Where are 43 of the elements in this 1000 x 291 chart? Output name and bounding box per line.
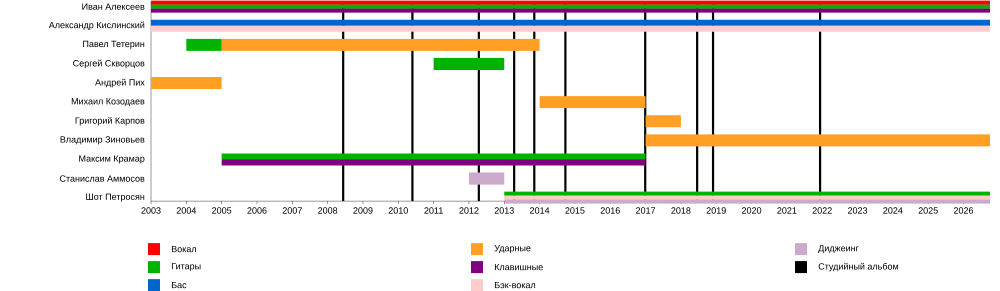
y-tick-label: Павел Тетерин <box>83 40 144 49</box>
legend-label: Клавишные <box>494 264 543 270</box>
x-tick-label: 2022 <box>812 207 832 214</box>
x-tick-label: 2023 <box>848 207 868 214</box>
x-tick-label: 2025 <box>918 207 938 214</box>
y-tick-label: Александр Кислинский <box>48 21 144 30</box>
legend-label: Вокал <box>172 246 196 252</box>
x-tick-label: 2014 <box>530 207 550 214</box>
legend-label: Ударные <box>494 245 531 254</box>
legend-label: Бас <box>172 282 186 288</box>
x-tick-label: 2024 <box>883 207 903 214</box>
x-tick-label: 2021 <box>777 207 796 214</box>
x-tick-label: 2013 <box>494 207 514 214</box>
x-tick-label: 2004 <box>176 207 196 214</box>
legend-label: Бэк-вокал <box>494 282 536 288</box>
y-tick-label: Сергей Скворцов <box>73 60 144 68</box>
y-tick-label: Станислав Аммосов <box>60 175 144 182</box>
x-tick-label: 2012 <box>459 207 478 214</box>
y-tick-label: Михаил Козодаев <box>72 98 144 106</box>
x-tick-label: 2019 <box>706 207 726 214</box>
y-tick-label: Владимир Зиновьев <box>60 136 144 144</box>
x-tick-label: 2011 <box>424 207 443 214</box>
legend-label: Студийный альбом <box>818 262 898 272</box>
y-tick-label: Шот Петросян <box>86 194 144 202</box>
x-tick-label: 2006 <box>247 207 267 214</box>
x-tick-label: 2009 <box>353 207 373 214</box>
y-tick-label: Григорий Карпов <box>76 116 144 126</box>
x-tick-label: 2026 <box>954 207 974 214</box>
x-tick-label: 2016 <box>600 207 620 214</box>
x-tick-label: 2003 <box>141 207 161 214</box>
x-tick-label: 2005 <box>212 207 232 214</box>
legend-label: Гитары <box>172 263 200 272</box>
y-tick-label: Андрей Пих <box>95 78 145 88</box>
x-tick-label: 2017 <box>636 207 656 214</box>
x-tick-label: 2010 <box>388 207 408 214</box>
x-tick-label: 2015 <box>565 207 585 214</box>
y-tick-label: Иван Алексеев <box>82 3 144 10</box>
y-tick-label: Максим Крамар <box>79 155 144 164</box>
x-tick-label: 2018 <box>671 207 691 214</box>
x-tick-label: 2007 <box>282 207 302 214</box>
legend-label: Диджеинг <box>818 245 859 254</box>
x-tick-label: 2008 <box>318 207 338 214</box>
x-tick-label: 2020 <box>742 207 762 214</box>
